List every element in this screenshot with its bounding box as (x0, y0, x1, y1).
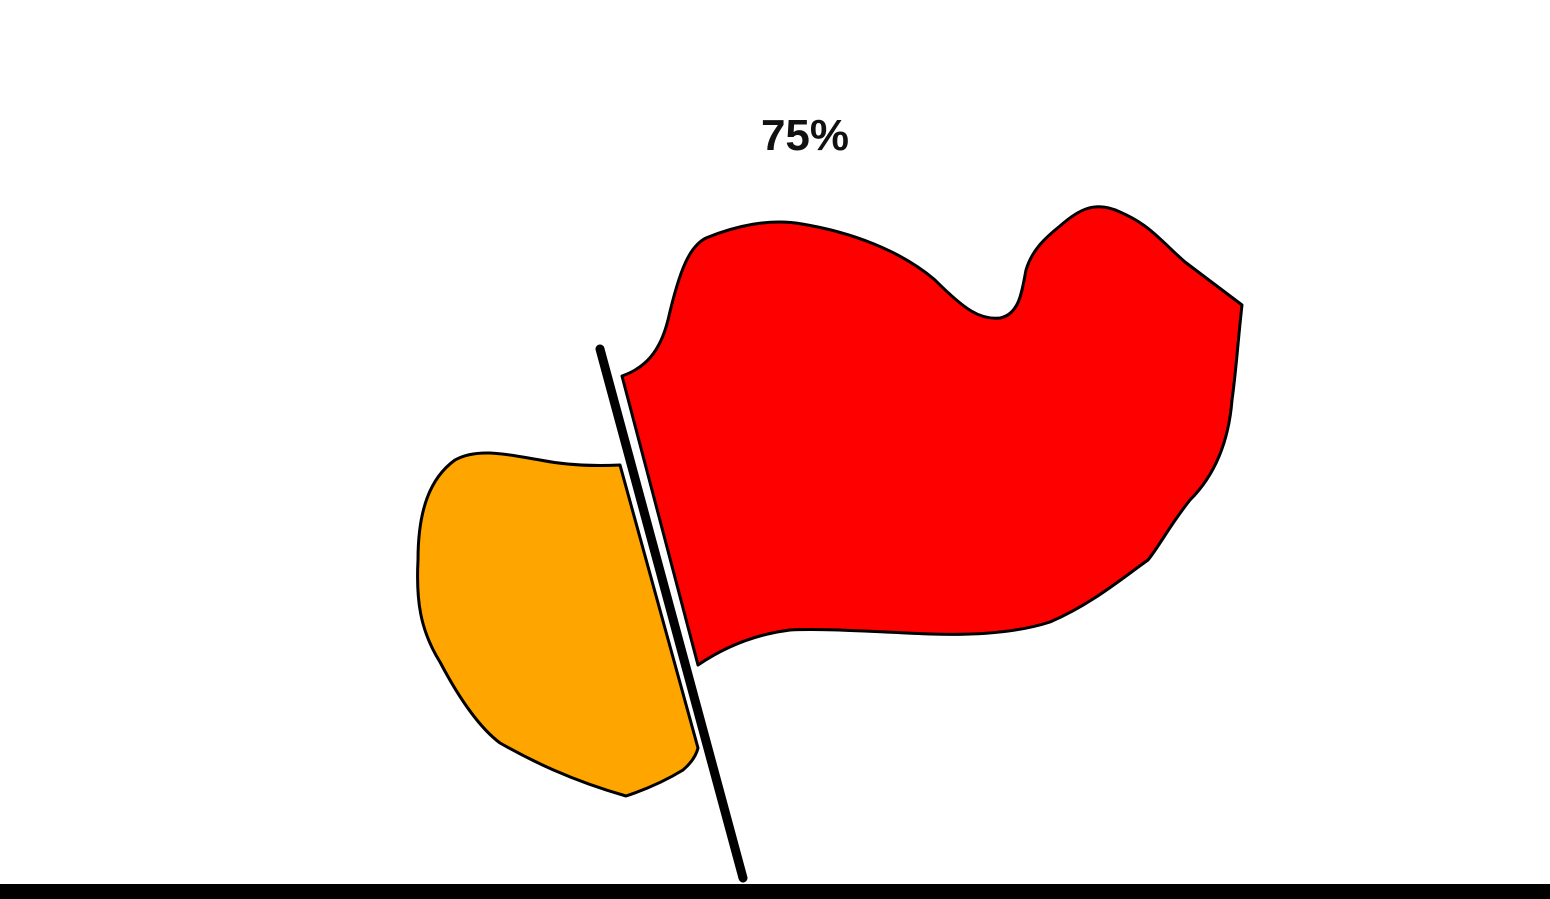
bottom-bar (0, 884, 1550, 899)
progress-percent-label: 75% (760, 111, 850, 160)
cut-line[interactable] (595, 344, 748, 883)
red-shape-piece[interactable] (620, 205, 1244, 667)
orange-shape-piece[interactable] (416, 451, 700, 798)
